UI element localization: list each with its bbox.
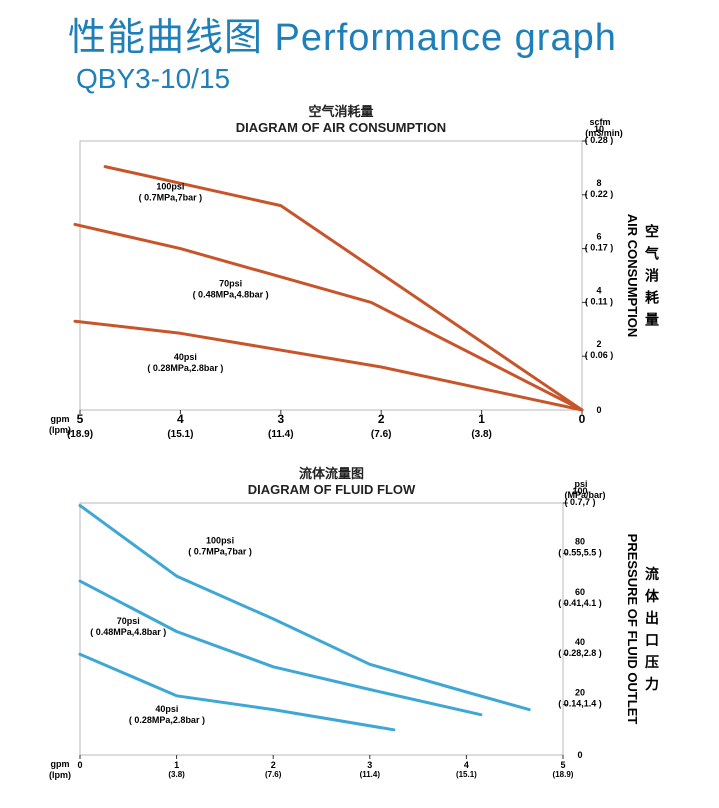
y-tick-label: 4	[596, 285, 601, 295]
x-tick-sub-label: (11.4)	[360, 770, 381, 779]
series-line-100psi	[78, 504, 531, 712]
y-tick-label: 20	[575, 688, 585, 698]
series-line-100psi	[103, 165, 584, 412]
series-label: 70psi	[219, 278, 242, 288]
series-label: 100psi	[206, 535, 234, 545]
y-axis-title: PRESSURE OF FLUID OUTLET	[625, 534, 640, 725]
plot-frame	[79, 502, 564, 756]
y-unit-label: psi	[574, 479, 587, 489]
x-tick-sub-label: (11.4)	[268, 429, 294, 440]
series-label: 70psi	[117, 616, 140, 626]
x-tick-label: 2	[378, 412, 385, 426]
x-tick-sub-label: (15.1)	[167, 429, 193, 440]
y-tick-sub-label: ( 0.22 )	[585, 189, 614, 199]
x-tick-label: 5	[560, 760, 565, 770]
y-axis-title: AIR CONSUMPTION	[625, 214, 640, 338]
y-unit-sub-label: (m3/min)	[585, 128, 623, 138]
series-label: 100psi	[156, 181, 184, 191]
y-tick-label: 100	[572, 486, 587, 496]
y-tick-label: 6	[596, 232, 601, 242]
x-tick-sub-label: (3.8)	[471, 429, 492, 440]
y-tick-label: 0	[596, 405, 601, 415]
x-tick-label: 2	[271, 760, 276, 770]
series-label: 40psi	[174, 352, 197, 362]
x-tick-label: 4	[177, 412, 184, 426]
series-line-70psi	[73, 222, 584, 412]
x-unit-sub-label: (lpm)	[49, 425, 71, 435]
y-axis-title-cn: 流体出口压力	[645, 566, 660, 692]
series-sub-label: ( 0.7MPa,7bar )	[139, 192, 203, 202]
chart-subtitle: DIAGRAM OF FLUID FLOW	[248, 482, 416, 497]
y-tick-label: 8	[596, 178, 601, 188]
model-number: QBY3-10/15	[76, 63, 231, 94]
x-unit-label: gpm	[51, 759, 70, 769]
x-unit-sub-label: (lpm)	[49, 770, 71, 780]
y-tick-sub-label: ( 0.17 )	[585, 243, 614, 253]
x-tick-label: 1	[174, 760, 179, 770]
x-tick-sub-label: (18.9)	[553, 770, 574, 779]
series-label: 40psi	[155, 704, 178, 714]
chart-title: 流体流量图	[299, 466, 364, 481]
y-tick-sub-label: ( 0.06 )	[585, 350, 614, 360]
x-tick-label: 1	[478, 412, 485, 426]
y-tick-label: 80	[575, 536, 585, 546]
series-sub-label: ( 0.28MPa,2.8bar )	[129, 715, 205, 725]
x-tick-sub-label: (7.6)	[265, 770, 282, 779]
series-line-40psi	[78, 652, 396, 732]
series-sub-label: ( 0.28MPa,2.8bar )	[147, 363, 223, 373]
y-unit-sub-label: (MPa/bar)	[564, 490, 605, 500]
chart-title: 空气消耗量	[308, 104, 373, 119]
x-tick-sub-label: (18.9)	[67, 429, 93, 440]
x-tick-label: 3	[367, 760, 372, 770]
y-tick-sub-label: ( 0.55,5.5 )	[558, 547, 602, 557]
x-tick-label: 0	[77, 760, 82, 770]
y-tick-label: 60	[575, 587, 585, 597]
y-tick-sub-label: ( 0.28,2.8 )	[558, 648, 602, 658]
x-unit-label: gpm	[51, 414, 70, 424]
plot-frame	[79, 140, 583, 411]
series-sub-label: ( 0.48MPa,4.8bar )	[90, 627, 166, 637]
x-tick-sub-label: (7.6)	[371, 429, 392, 440]
y-tick-sub-label: ( 0.41,4.1 )	[558, 598, 602, 608]
x-tick-label: 5	[77, 412, 84, 426]
x-tick-sub-label: (3.8)	[168, 770, 185, 779]
y-tick-label: 10	[594, 124, 604, 134]
x-tick-label: 4	[464, 760, 469, 770]
y-tick-sub-label: ( 0.11 )	[585, 296, 613, 306]
x-tick-label: 3	[277, 412, 284, 426]
y-tick-label: 2	[596, 339, 601, 349]
y-tick-sub-label: ( 0.7,7 )	[564, 497, 595, 507]
series-sub-label: ( 0.7MPa,7bar )	[188, 546, 252, 556]
y-tick-label: 0	[577, 750, 582, 760]
page-title: 性能曲线图 Performance graph	[68, 17, 617, 59]
y-tick-sub-label: ( 0.28 )	[585, 135, 614, 145]
y-axis-title-cn: 空气消耗量	[644, 224, 659, 328]
x-tick-sub-label: (15.1)	[456, 770, 477, 779]
x-tick-label: 0	[579, 412, 586, 426]
series-line-40psi	[73, 319, 584, 412]
chart-subtitle: DIAGRAM OF AIR CONSUMPTION	[236, 120, 446, 135]
y-tick-sub-label: ( 0.14,1.4 )	[558, 699, 602, 709]
y-tick-label: 40	[575, 637, 585, 647]
series-sub-label: ( 0.48MPa,4.8bar )	[193, 289, 269, 299]
series-line-70psi	[78, 579, 483, 717]
y-unit-label: scfm	[589, 117, 610, 127]
